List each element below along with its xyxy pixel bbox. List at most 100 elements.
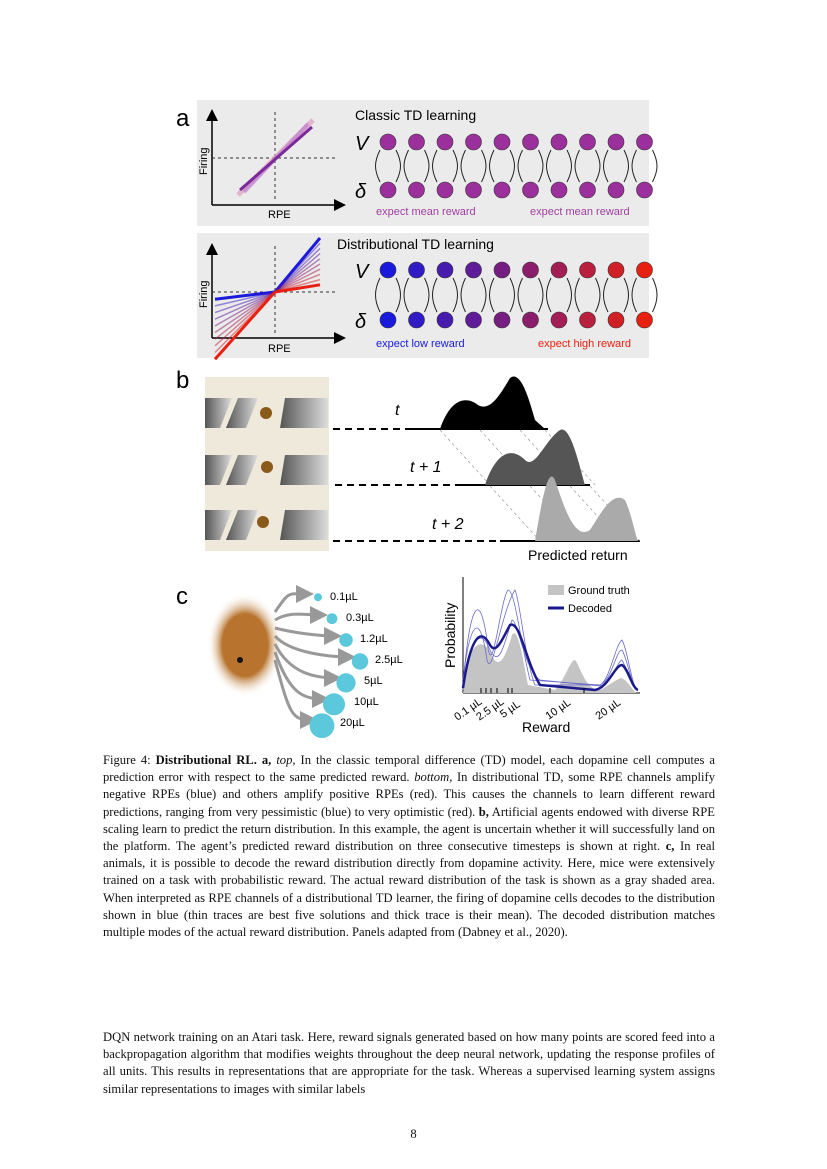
reward-label: 0.1µL (330, 591, 358, 603)
arrow (273, 634, 356, 666)
arrow (274, 605, 328, 624)
connector (375, 277, 381, 313)
rpe-node (379, 311, 397, 329)
connector (452, 277, 458, 313)
response-line (214, 291, 276, 320)
solution-trace (462, 589, 639, 691)
right-note: expect mean reward (530, 206, 630, 218)
drop-icon (326, 613, 338, 625)
reward-label: 20µL (340, 717, 365, 729)
classic-node-chain (375, 133, 658, 199)
value-node (379, 133, 397, 151)
connector (546, 277, 552, 313)
distribution-t2 (535, 476, 638, 541)
drop-icon (336, 673, 356, 693)
connector (432, 277, 438, 313)
caption-b-text: Artificial agents endowed with diverse R… (103, 804, 715, 854)
connector (595, 277, 601, 313)
reward-label: 5µL (364, 675, 383, 687)
v-label: V (355, 133, 370, 155)
rpe-node (379, 181, 397, 199)
caption-title: Distributional RL. (155, 753, 257, 767)
y-axis-label: Probability (442, 603, 458, 668)
connector (652, 149, 658, 183)
connector (538, 149, 544, 183)
connector (566, 277, 572, 313)
value-node (436, 261, 454, 279)
arrow (274, 626, 342, 645)
drop-icon (309, 713, 335, 739)
response-line (214, 290, 276, 301)
response-line (274, 263, 321, 293)
rpe-node (493, 311, 511, 329)
response-line (214, 291, 276, 307)
x-axis-label: RPE (268, 343, 291, 355)
decoded-mean-trace (461, 623, 639, 692)
rpe-node (408, 311, 425, 329)
left-note: expect low reward (376, 338, 465, 350)
connector (424, 277, 430, 313)
response-line (214, 291, 276, 327)
connector (623, 277, 629, 313)
caption-a-text2: , In distributional TD, some RPE channel… (103, 770, 715, 819)
connector (538, 277, 544, 313)
connector (603, 149, 609, 183)
connector (546, 149, 552, 183)
decoded-distribution-chart: 0.1 µL2.5 µL5 µL 10 µL 20 µLRewardProbabil… (442, 577, 640, 735)
connector (595, 149, 601, 183)
connector (452, 149, 458, 183)
solution-trace (462, 589, 639, 691)
x-axis-label: RPE (268, 209, 291, 221)
x-axis-label: Reward (522, 719, 570, 735)
ground-truth-area (463, 633, 636, 693)
classic-firing-plot: RPE Firing (198, 109, 346, 221)
y-axis-label: Firing (198, 280, 210, 308)
rpe-node (550, 181, 568, 199)
body-paragraph: DQN network training on an Atari task. H… (103, 1030, 715, 1096)
connector (631, 277, 637, 313)
distribution-t (440, 376, 545, 429)
timestep-t2: t + 2 (432, 516, 464, 533)
connector (517, 149, 523, 183)
right-note: expect high reward (538, 338, 631, 350)
response-line (214, 291, 276, 340)
connector (375, 149, 381, 183)
response-line (214, 291, 276, 334)
reward-label: 2.5µL (375, 654, 403, 666)
connector (489, 277, 495, 313)
reward-label: 1.2µL (360, 633, 388, 645)
y-axis-label: Firing (198, 147, 210, 175)
mouse-photo (207, 593, 283, 697)
rpe-node (550, 311, 568, 329)
drop-icon (351, 653, 369, 670)
game-frames (205, 377, 329, 551)
timestep-t: t (395, 402, 400, 419)
connector (460, 149, 466, 183)
connector (460, 277, 466, 313)
rpe-node (465, 181, 482, 199)
value-node (522, 133, 539, 151)
value-node (579, 261, 596, 279)
caption-c-text: In real animals, it is possible to decod… (103, 839, 715, 940)
response-line (274, 268, 321, 293)
value-node (493, 261, 511, 279)
connector (574, 277, 580, 313)
drop-icon (314, 593, 322, 602)
rpe-node (408, 181, 425, 199)
predicted-return-label: Predicted return (528, 547, 628, 563)
rpe-node (607, 181, 625, 199)
connector (481, 149, 487, 183)
response-line (213, 291, 277, 361)
value-node (379, 261, 397, 279)
value-node (522, 261, 539, 279)
rpe-node (465, 311, 482, 329)
value-node (493, 133, 511, 151)
rpe-node (636, 181, 653, 199)
left-note: expect mean reward (376, 206, 476, 218)
connector (432, 149, 438, 183)
connector (652, 277, 658, 313)
value-node (465, 261, 482, 279)
arrow (273, 643, 342, 687)
reward-drops: 0.1µL 0.3µL 1.2µL 2.5µL 5µL 10µL 20µL (273, 584, 403, 739)
value-node (408, 261, 425, 279)
